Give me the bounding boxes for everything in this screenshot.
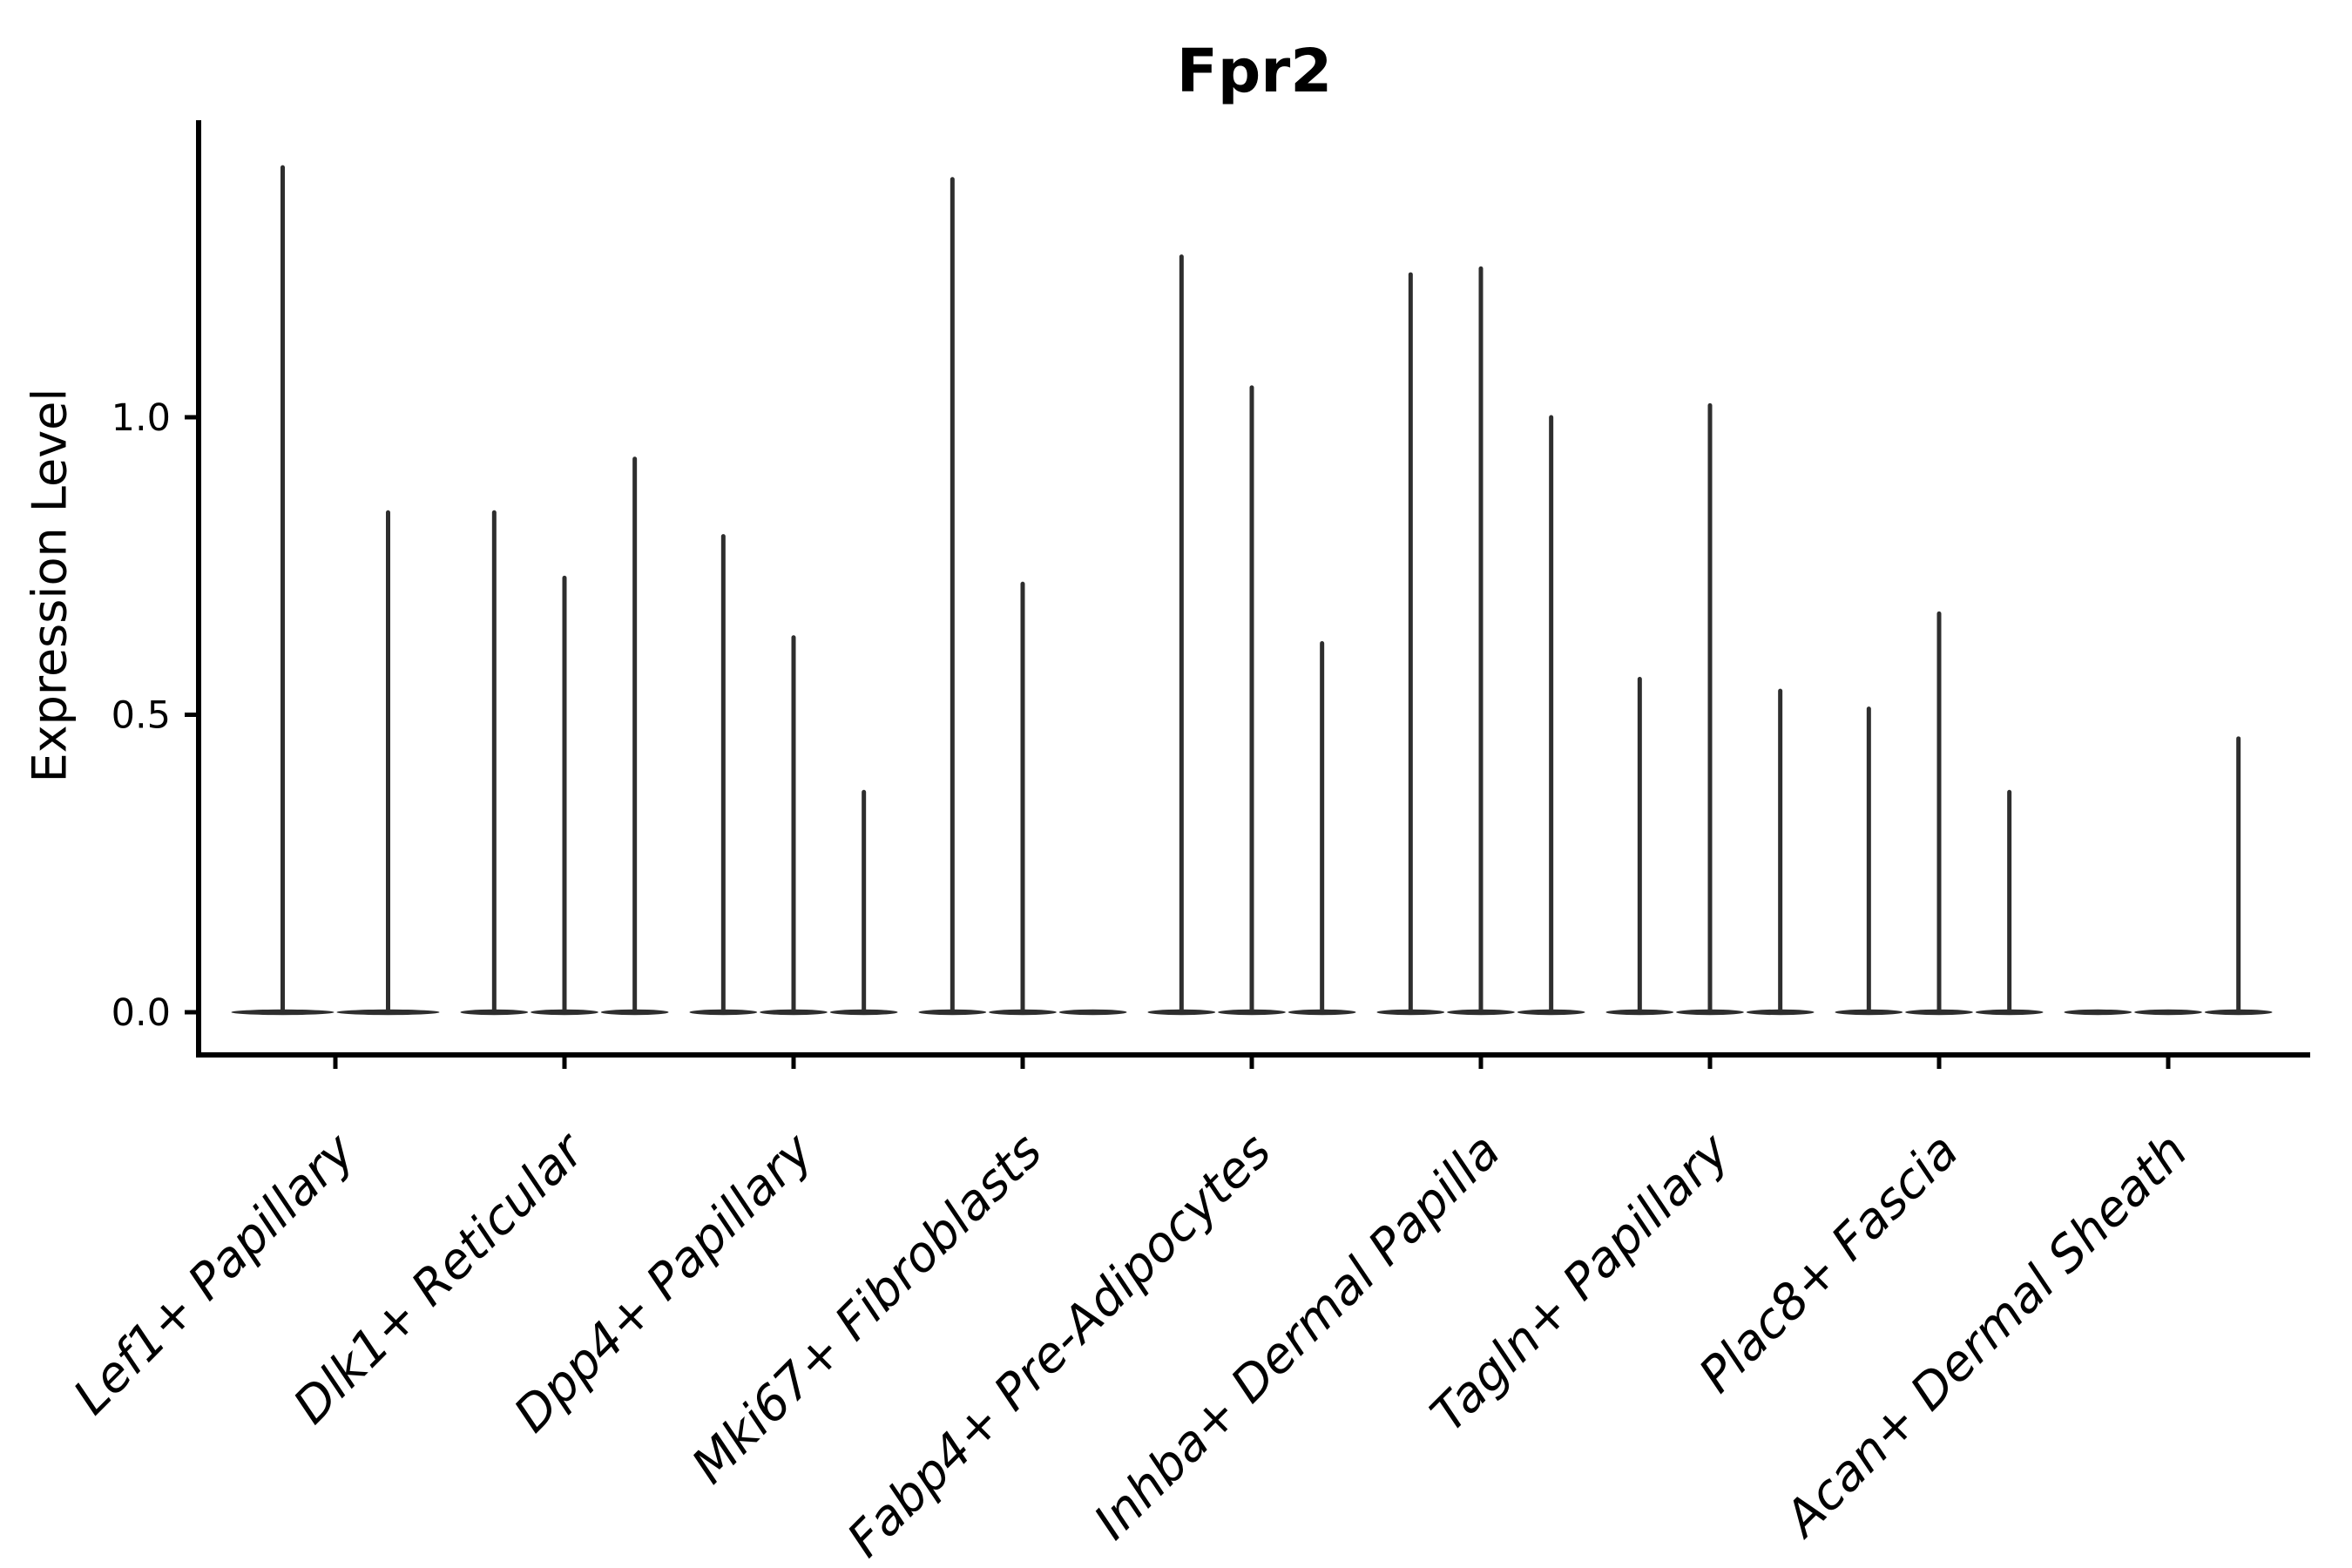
x-axis-tick-label: Inhba+ Dermal Papilla bbox=[1084, 1123, 1511, 1551]
y-axis-tick-label: 1.0 bbox=[112, 396, 171, 440]
x-axis-tick-label: Fabp4+ Pre-Adipocytes bbox=[837, 1123, 1282, 1568]
violin-base bbox=[2064, 1009, 2132, 1016]
y-axis-tick-label: 0.0 bbox=[112, 991, 171, 1035]
chart-title: Fpr2 bbox=[1176, 37, 1333, 106]
violin-base bbox=[2134, 1009, 2202, 1016]
violin-base bbox=[1058, 1009, 1127, 1016]
x-axis-tick-label: Acan+ Dermal Sheath bbox=[1773, 1123, 2199, 1549]
y-axis-tick-label: 0.5 bbox=[112, 694, 171, 738]
